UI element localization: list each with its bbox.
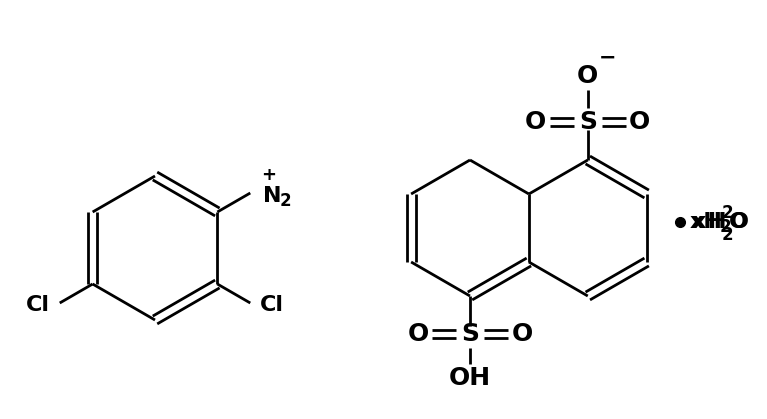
Text: N: N [263,186,281,206]
Text: +: + [261,166,276,184]
Text: OH: OH [449,366,491,390]
Text: 2: 2 [722,204,733,222]
Text: O: O [512,322,532,346]
Text: −: − [599,48,617,68]
Text: S: S [579,110,597,134]
Text: Cl: Cl [26,295,50,315]
Text: H: H [708,212,726,232]
Text: O: O [577,64,598,88]
Text: 2: 2 [279,192,291,210]
Text: x: x [692,212,706,232]
Text: O: O [525,110,546,134]
Text: S: S [461,322,479,346]
Text: O: O [729,212,748,232]
Text: xH: xH [690,212,723,232]
Text: 2: 2 [722,226,733,244]
Text: O: O [730,212,749,232]
Text: 2: 2 [720,218,732,236]
Text: Cl: Cl [260,295,285,315]
Text: O: O [629,110,650,134]
Text: O: O [407,322,429,346]
